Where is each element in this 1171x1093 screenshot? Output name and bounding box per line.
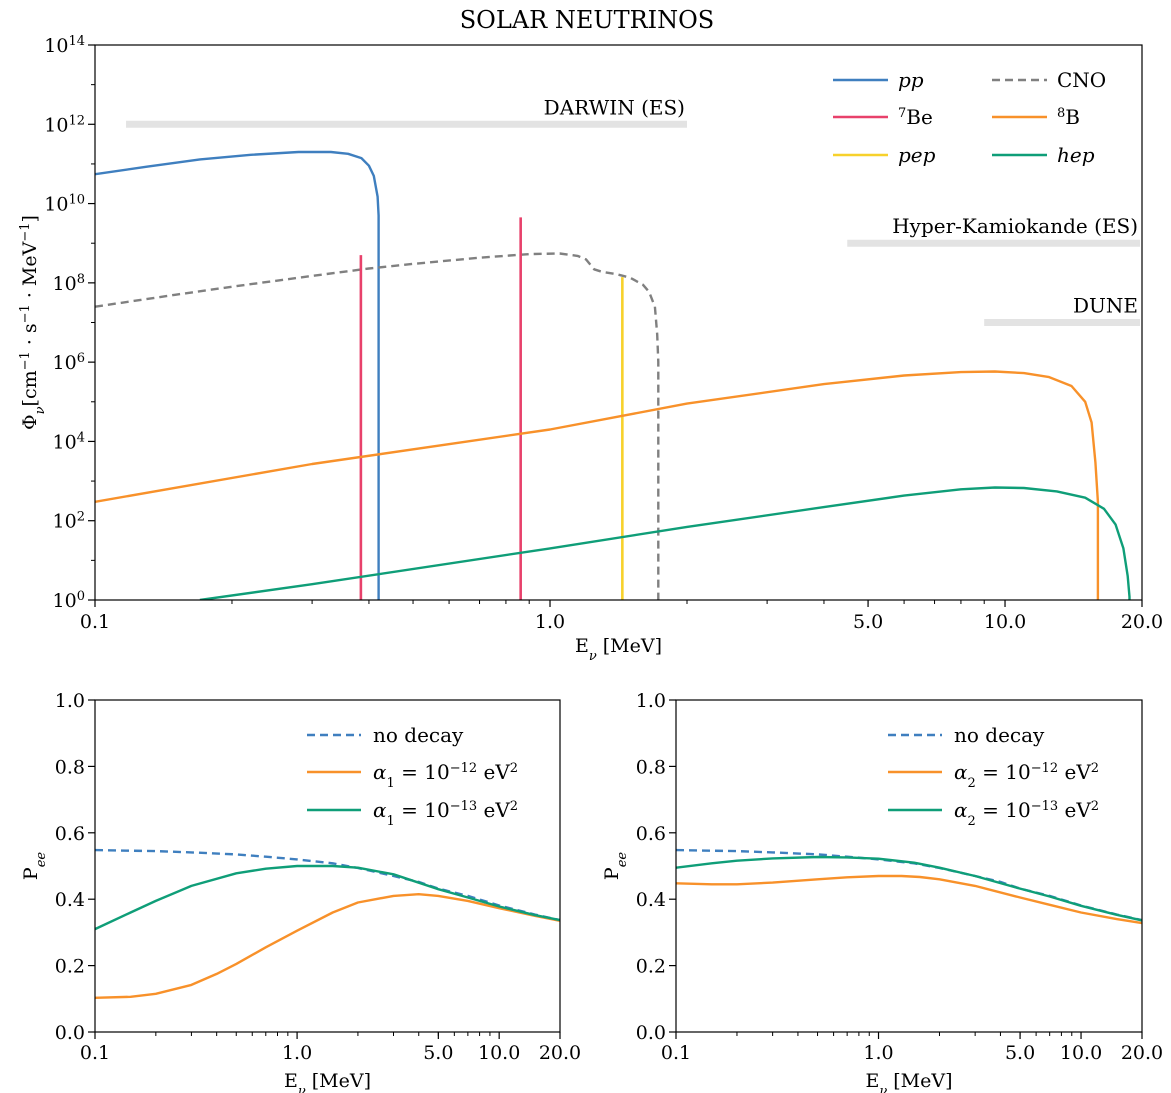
y-axis-label: Pee (601, 852, 630, 880)
y-tick-label: 0.4 (636, 889, 666, 911)
series-line-b8 (95, 893, 560, 999)
y-tick-label: 1.0 (636, 690, 666, 712)
plot-area (95, 848, 560, 999)
y-tick-label: 0.0 (55, 1022, 85, 1044)
y-tick-label: 104 (53, 430, 85, 454)
y-tick-label: 0.8 (55, 756, 85, 778)
y-tick-label: 1.0 (55, 690, 85, 712)
x-tick-label: 5.0 (853, 611, 883, 633)
series-line-hep (199, 486, 1131, 600)
legend-label-be7: 7Be (898, 105, 933, 129)
y-axis-label: Pee (20, 852, 49, 880)
series-line-nodecay (95, 848, 560, 922)
plot-area (676, 848, 1142, 925)
series-line-b8 (95, 370, 1100, 600)
y-tick-label: 1010 (44, 192, 85, 216)
y-tick-label: 1012 (44, 113, 85, 137)
legend-label-hep: hep (1057, 143, 1095, 167)
legend-label-cno: CNO (1057, 68, 1106, 92)
y-axis-label: Φν[cm−1 · s−1 · MeV−1] (18, 215, 48, 430)
x-tick-label: 1.0 (863, 1042, 893, 1064)
x-tick-label: 20.0 (1121, 611, 1163, 633)
x-axis-label: Eν [MeV] (575, 635, 662, 664)
pee-chart-alpha2: 0.1 1.0 5.0 10.0 20.0 0.0 0.2 0.4 0.6 0.8 1.0 Eν [M… (601, 690, 1163, 1093)
legend-label-pp: pp (898, 68, 924, 92)
y-tick-label: 0.0 (636, 1022, 666, 1044)
legend: no decay α1 = 10−12 eV2 α1 = 10−13 eV2 (307, 723, 518, 829)
legend-label-nodecay: no decay (373, 723, 464, 747)
series-line-hep (95, 864, 560, 931)
series-line-hep (676, 855, 1142, 922)
x-tick-label: 10.0 (1060, 1042, 1102, 1064)
detector-band-label: Hyper-Kamiokande (ES) (892, 214, 1138, 238)
plot-frame (94, 699, 561, 1033)
legend-label-b8: α2 = 10−12 eV2 (954, 760, 1099, 791)
x-tick-label: 1.0 (535, 611, 565, 633)
x-tick-label: 10.0 (478, 1042, 520, 1064)
series-line-pp (95, 150, 380, 600)
series-line-cno (95, 252, 660, 600)
x-tick-label: 1.0 (282, 1042, 312, 1064)
x-tick-label: 0.1 (80, 1042, 110, 1064)
y-tick-label: 100 (53, 589, 85, 613)
pee-chart-alpha1: 0.1 1.0 5.0 10.0 20.0 0.0 0.2 0.4 0.6 0.8 1.0 Eν [M… (20, 690, 581, 1093)
legend: no decay α2 = 10−12 eV2 α2 = 10−13 eV2 (888, 723, 1099, 829)
y-tick-label: 108 (53, 271, 85, 295)
legend-label-b8: 8B (1057, 105, 1080, 129)
x-tick-label: 10.0 (984, 611, 1026, 633)
x-tick-label: 0.1 (661, 1042, 691, 1064)
x-axis-label: Eν [MeV] (284, 1070, 371, 1093)
y-tick-label: 0.2 (55, 956, 85, 978)
legend-label-nodecay: no decay (954, 723, 1045, 747)
detector-band-label: DUNE (1073, 294, 1138, 318)
x-tick-label: 0.1 (80, 611, 110, 633)
x-axis-label: Eν [MeV] (865, 1070, 952, 1093)
y-tick-label: 106 (53, 351, 85, 375)
x-tick-label: 5.0 (1005, 1042, 1035, 1064)
plot-frame (675, 699, 1143, 1033)
chart-title: SOLAR NEUTRINOS (460, 6, 715, 34)
y-tick-label: 0.2 (636, 956, 666, 978)
legend-label-hep: α1 = 10−13 eV2 (373, 798, 518, 829)
y-tick-label: 0.6 (636, 823, 666, 845)
legend-label-b8: α1 = 10−12 eV2 (373, 760, 518, 791)
y-tick-label: 0.6 (55, 823, 85, 845)
x-tick-label: 5.0 (423, 1042, 453, 1064)
legend-label-pep: pep (898, 143, 936, 167)
series-line-b8 (676, 874, 1142, 925)
plot-area (95, 150, 1131, 600)
detector-band-label: DARWIN (ES) (544, 95, 685, 119)
x-tick-label: 20.0 (539, 1042, 581, 1064)
y-tick-label: 102 (53, 509, 85, 533)
y-tick-label: 1014 (44, 34, 85, 58)
legend-label-hep: α2 = 10−13 eV2 (954, 798, 1099, 829)
x-tick-label: 20.0 (1121, 1042, 1163, 1064)
y-tick-label: 0.8 (636, 756, 666, 778)
legend: pp CNO 7Be 8B pep hep (833, 68, 1106, 167)
y-tick-label: 0.4 (55, 889, 85, 911)
